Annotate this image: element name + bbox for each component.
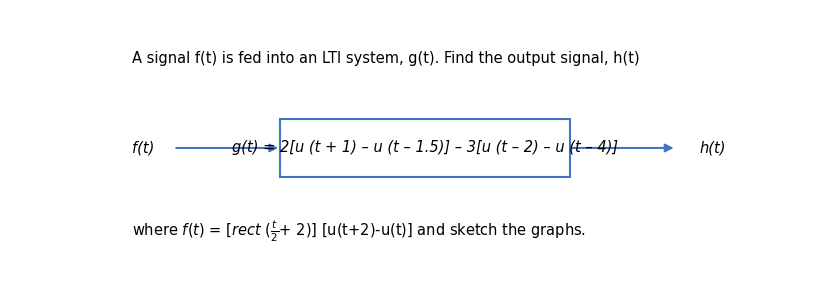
Text: g(t) = 2[u (t + 1) – u (t – 1.5)] – 3[u (t – 2) – u (t – 4)]: g(t) = 2[u (t + 1) – u (t – 1.5)] – 3[u …	[232, 140, 618, 156]
Text: f(t): f(t)	[132, 140, 154, 156]
Text: where $\it{f}$($\it{t}$) = [$\it{rect}$ ($\frac{\it{t}}{2}$+ 2)] [u(t+2)-u(t)] a: where $\it{f}$($\it{t}$) = [$\it{rect}$ …	[132, 219, 586, 244]
Text: A signal f(t) is fed into an LTI system, g(t). Find the output signal, h(t): A signal f(t) is fed into an LTI system,…	[132, 51, 639, 66]
FancyBboxPatch shape	[280, 119, 570, 177]
Text: h(t): h(t)	[700, 140, 726, 156]
